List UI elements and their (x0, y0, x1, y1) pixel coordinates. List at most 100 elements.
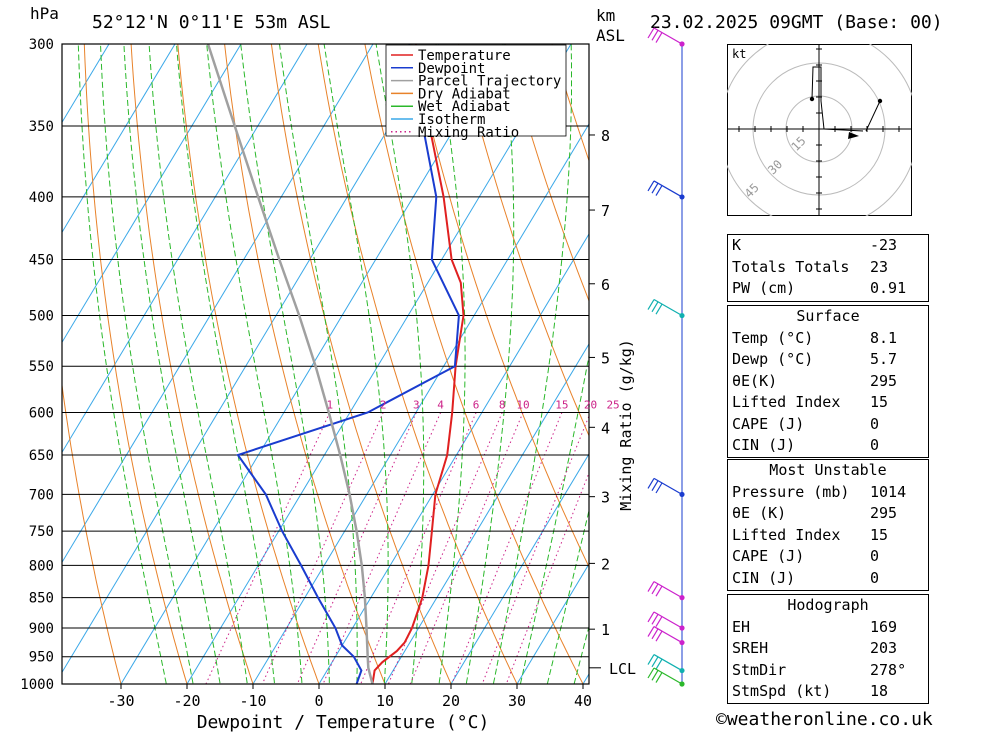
wet-adiabat-line (519, 353, 589, 684)
hodograph-point (877, 98, 883, 104)
mixing-ratio-label: 8 (499, 398, 506, 411)
x-axis-label: Dewpoint / Temperature (°C) (197, 712, 490, 733)
x-tick-label: 20 (442, 692, 460, 710)
mixing-ratio-axis-label: Mixing Ratio (g/kg) (617, 339, 635, 511)
hodograph-segment (865, 100, 881, 132)
series-temperature-line (371, 44, 465, 684)
series-parcel-trajectory-line (206, 44, 374, 684)
wind-barb-icon (647, 477, 683, 495)
site-name: weatheronline.co.uk (726, 709, 933, 730)
mixing-ratio-line (387, 412, 503, 684)
pressure-tick-label: 700 (29, 487, 54, 503)
pressure-tick-label: 500 (29, 309, 54, 325)
isotherm-line (318, 233, 589, 684)
isotherm-line (516, 563, 589, 684)
pressure-tick-label: 350 (29, 119, 54, 135)
dry-adiabat-line (504, 44, 589, 303)
location-label: 52°12'N 0°11'E 53m ASL (92, 12, 331, 33)
storm-motion-arrow-icon (848, 132, 859, 139)
lcl-label: LCL (609, 660, 636, 678)
hodograph-row: SREH 203 (732, 639, 898, 657)
pressure-tick-label: 400 (29, 190, 54, 206)
legend-label: Dry Adiabat (418, 86, 511, 102)
mixing-ratio-label: 4 (437, 398, 444, 411)
isotherm-line (384, 343, 589, 684)
pressure-tick-label: 900 (29, 621, 54, 637)
surface-table: Surface Temp (°C) 8.1 Dewp (°C) 5.7 θE(K) 2… (727, 305, 929, 458)
plot-frame (61, 43, 590, 685)
mixing-ratio-label: 10 (516, 398, 529, 411)
mixing-ratio-label: 6 (473, 398, 480, 411)
wet-adiabat-line (573, 624, 589, 684)
isotherm-line (62, 44, 308, 454)
legend-label: Parcel Trajectory (418, 74, 561, 90)
km-tick-label: 3 (601, 489, 610, 507)
legend-box (385, 44, 567, 137)
hodograph-point (809, 96, 815, 102)
surface-row: Lifted Index 15 (732, 393, 889, 411)
dry-adiabat-line (83, 44, 188, 684)
wind-barb-icon (647, 626, 683, 644)
mixing-ratio-label: 3 (413, 398, 420, 411)
pressure-tick-label: 850 (29, 591, 54, 607)
hodograph-title: Hodograph (787, 596, 869, 614)
most-unstable-row: CAPE (J) 0 (732, 547, 880, 565)
wet-adiabat-line (175, 44, 276, 684)
x-tick-label: 10 (376, 692, 394, 710)
wet-adiabat-line (123, 44, 221, 684)
km-tick-label: 4 (601, 419, 610, 437)
wind-barb-icon (647, 299, 683, 317)
pressure-tick-label: 800 (29, 558, 54, 574)
hodograph-row: StmSpd (kt) 18 (732, 682, 889, 700)
most-unstable-row: Lifted Index 15 (732, 525, 889, 544)
wet-adiabat-line (77, 44, 167, 684)
mixing-ratio-label: 1 (326, 398, 333, 411)
pressure-unit-label: hPa (30, 4, 59, 23)
hodograph-row: EH 169 (732, 617, 898, 636)
index-row-pw: PW (cm) 0.91 (732, 279, 907, 297)
index-row-totals: Totals Totals 23 (732, 257, 889, 276)
legend-label: Temperature (418, 48, 511, 64)
wind-barb-icon (647, 611, 683, 629)
x-tick-label: 30 (508, 692, 526, 710)
isotherm-line (62, 44, 242, 344)
mixing-ratio-line (505, 471, 589, 684)
pressure-tick-label: 450 (29, 253, 54, 269)
legend-label: Wet Adiabat (418, 99, 511, 115)
dry-adiabat-line (130, 44, 254, 684)
wind-barb-icon (647, 667, 683, 685)
height-unit-label: km (596, 6, 616, 25)
most-unstable-title: Most Unstable (769, 461, 887, 479)
dry-adiabat-line (177, 44, 320, 684)
surface-title: Surface (796, 307, 860, 325)
series-dewpoint-line (236, 44, 460, 684)
most-unstable-row: θE (K) 295 (732, 504, 898, 522)
pressure-tick-label: 950 (29, 650, 54, 666)
x-tick-label: -20 (173, 692, 200, 710)
surface-row: CAPE (J) 0 (732, 414, 880, 433)
km-tick-label: 2 (601, 555, 610, 573)
km-tick-label: 7 (601, 202, 610, 220)
index-row-k: K -23 (732, 236, 898, 254)
isotherm-line (62, 44, 110, 124)
dry-adiabat-line (970, 0, 1000, 710)
hodograph-unit-label: kt (732, 47, 746, 61)
copyright-footer: ©weatheronline.co.uk (716, 709, 933, 730)
copyright-icon: © (716, 709, 727, 730)
mixing-ratio-label: 15 (555, 398, 568, 411)
isotherm-line (62, 44, 374, 564)
mixing-ratio-line (481, 414, 589, 684)
isotherm-line (252, 123, 589, 684)
hodograph-table: Hodograph EH 169 SREH 203 StmDir 278° StmSp… (727, 594, 929, 704)
mixing-ratio-line (360, 412, 477, 684)
km-tick-label: 5 (601, 349, 610, 367)
hodograph-row: StmDir 278° (732, 660, 907, 679)
km-tick-label: 6 (601, 276, 610, 294)
x-tick-label: 0 (314, 692, 323, 710)
most-unstable-row: CIN (J) 0 (732, 568, 880, 587)
surface-row: Dewp (°C) 5.7 (732, 350, 898, 368)
surface-row: θE(K) 295 (732, 371, 898, 390)
dry-adiabat-line (926, 0, 1000, 710)
isotherm-line (450, 453, 589, 684)
